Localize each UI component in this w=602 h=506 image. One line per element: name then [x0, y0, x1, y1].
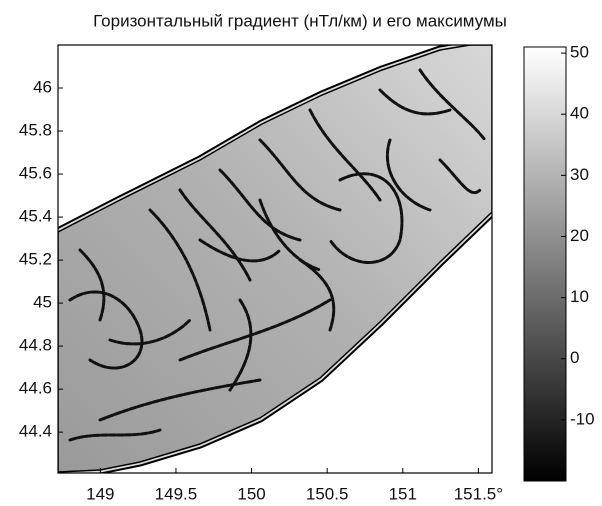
survey-strip: [58, 45, 492, 472]
colorbar-tick-label: 40: [570, 104, 589, 123]
colorbar-tick-label: 20: [570, 226, 589, 245]
colorbar-tick-label: -10: [570, 409, 595, 428]
x-tick-label: 151.5°: [454, 484, 503, 503]
map-raster: [58, 45, 492, 472]
y-tick-label: 46: [33, 77, 52, 96]
chart: Горизонтальный градиент (нТл/км) и его м…: [0, 0, 602, 506]
x-tick-label: 150: [237, 484, 265, 503]
x-tick-label: 150.5: [306, 484, 349, 503]
x-tick-label: 149.5: [155, 484, 198, 503]
y-tick-label: 44.8: [19, 336, 52, 355]
chart-title: Горизонтальный градиент (нТл/км) и его м…: [93, 11, 507, 30]
colorbar-tick-label: 30: [570, 165, 589, 184]
x-tick-label: 151: [389, 484, 417, 503]
y-tick-label: 44.6: [19, 379, 52, 398]
colorbar-tick-label: 0: [570, 348, 579, 367]
x-tick-label: 149: [86, 484, 114, 503]
y-tick-label: 45.4: [19, 207, 52, 226]
colorbar-tick-label: 50: [570, 43, 589, 62]
y-tick-label: 44.4: [19, 422, 52, 441]
y-tick-label: 45.2: [19, 250, 52, 269]
y-tick-label: 45.8: [19, 121, 52, 140]
y-tick-label: 45: [33, 293, 52, 312]
colorbar: [524, 47, 566, 481]
y-tick-label: 45.6: [19, 164, 52, 183]
colorbar-tick-label: 10: [570, 287, 589, 306]
